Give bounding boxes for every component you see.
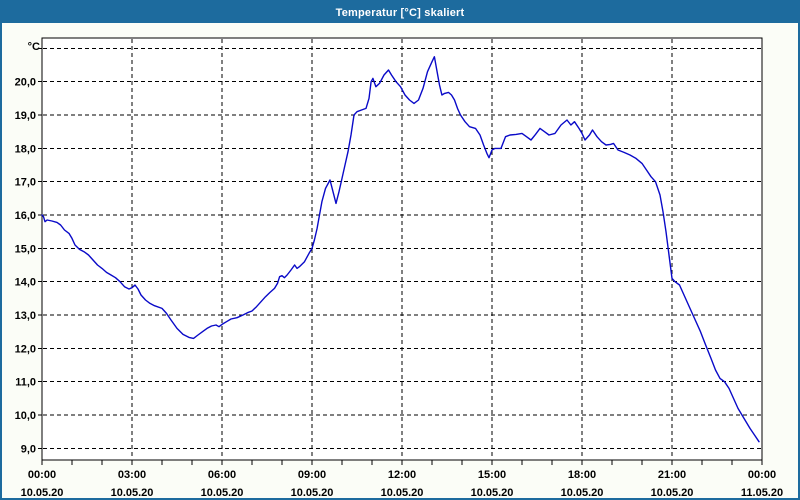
y-axis-unit-label: °C — [28, 41, 40, 53]
window-title: Temperatur [°C] skaliert — [335, 6, 465, 19]
svg-text:17,0: 17,0 — [15, 177, 36, 189]
svg-text:15:00: 15:00 — [478, 469, 506, 481]
svg-text:15,0: 15,0 — [15, 243, 36, 255]
svg-text:10,0: 10,0 — [15, 410, 36, 422]
svg-text:10.05.20: 10.05.20 — [291, 487, 334, 498]
window-titlebar[interactable]: Temperatur [°C] skaliert — [2, 2, 798, 23]
svg-text:14,0: 14,0 — [15, 277, 36, 289]
x-axis-date-labels: 10.05.20 10.05.20 10.05.20 10.05.20 10.05.20… — [21, 487, 784, 498]
temperature-series-line — [41, 56, 760, 443]
svg-text:12,0: 12,0 — [15, 343, 36, 355]
y-axis-labels: 9,0 10,0 11,0 12,0 13,0 14,0 15,0 16,0 17,0 18,0 1… — [15, 77, 36, 456]
svg-text:13,0: 13,0 — [15, 310, 36, 322]
svg-text:21:00: 21:00 — [658, 469, 686, 481]
svg-text:03:00: 03:00 — [118, 469, 146, 481]
svg-text:09:00: 09:00 — [298, 469, 326, 481]
svg-text:10.05.20: 10.05.20 — [471, 487, 514, 498]
svg-text:00:00: 00:00 — [748, 469, 776, 481]
svg-text:10.05.20: 10.05.20 — [111, 487, 154, 498]
chart-container: 9,0 10,0 11,0 12,0 13,0 14,0 15,0 16,0 17,0 18,0 1… — [2, 23, 798, 498]
svg-text:20,0: 20,0 — [15, 77, 36, 89]
svg-text:10.05.20: 10.05.20 — [201, 487, 244, 498]
svg-text:10.05.20: 10.05.20 — [651, 487, 694, 498]
svg-text:11.05.20: 11.05.20 — [741, 487, 783, 498]
temperature-chart: 9,0 10,0 11,0 12,0 13,0 14,0 15,0 16,0 17,0 18,0 1… — [15, 37, 784, 498]
y-axis-ticks — [38, 47, 42, 449]
svg-text:18,0: 18,0 — [15, 143, 36, 155]
svg-text:06:00: 06:00 — [208, 469, 236, 481]
svg-text:16,0: 16,0 — [15, 210, 36, 222]
svg-text:18:00: 18:00 — [568, 469, 596, 481]
svg-text:11,0: 11,0 — [15, 377, 36, 389]
svg-text:19,0: 19,0 — [15, 110, 36, 122]
svg-text:00:00: 00:00 — [28, 469, 56, 481]
vertical-gridlines — [131, 39, 673, 459]
x-axis-ticks — [41, 460, 763, 465]
svg-text:10.05.20: 10.05.20 — [561, 487, 604, 498]
svg-text:10.05.20: 10.05.20 — [381, 487, 424, 498]
svg-text:10.05.20: 10.05.20 — [21, 487, 64, 498]
x-axis-time-labels: 00:00 03:00 06:00 09:00 12:00 15:00 18:00 21:00… — [28, 469, 776, 481]
svg-text:9,0: 9,0 — [21, 443, 36, 455]
svg-text:12:00: 12:00 — [388, 469, 416, 481]
